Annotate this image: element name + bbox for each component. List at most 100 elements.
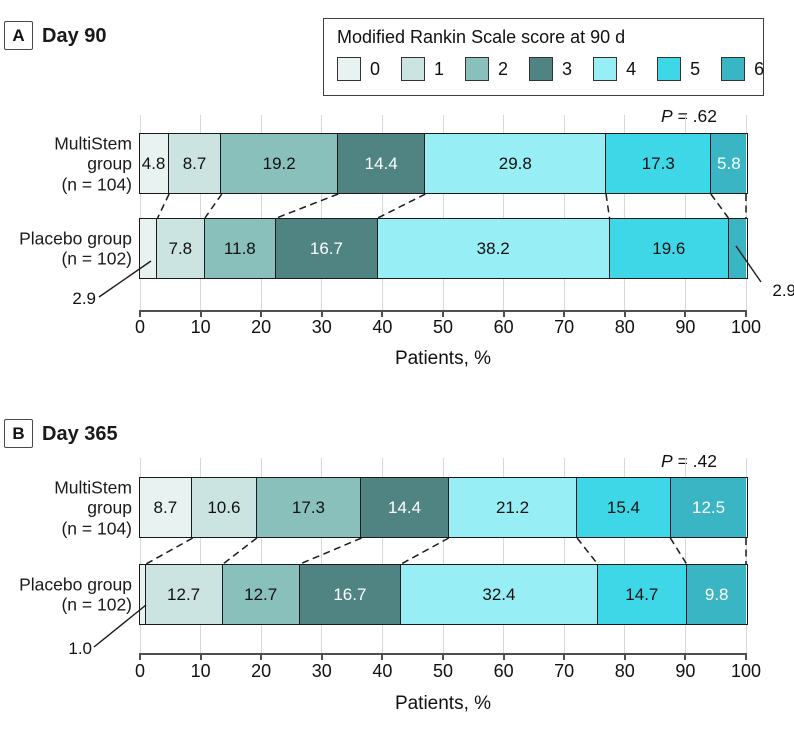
tick-label-50: 50	[432, 317, 454, 337]
gridline-20	[260, 115, 262, 310]
segment-value: 16.7	[333, 584, 367, 604]
tick-40	[381, 654, 384, 660]
tick-30	[320, 654, 323, 660]
segment-score-1: 10.6	[192, 478, 257, 537]
tick-20	[260, 311, 263, 317]
gridline-80	[624, 115, 626, 310]
panel-b-p-value: P = .42	[540, 451, 717, 472]
p-value-text: = .42	[672, 451, 717, 471]
segment-score-2: 19.2	[221, 134, 338, 193]
segment-score-5: 19.6	[609, 219, 729, 278]
tick-label-90: 90	[675, 317, 696, 337]
tick-30	[320, 311, 323, 317]
tick-label-20: 20	[251, 317, 272, 337]
tick-label-10: 10	[190, 661, 211, 681]
segment-score-1: 12.7	[145, 565, 223, 624]
callout-value: 1.0	[68, 639, 92, 658]
gridline-70	[563, 115, 565, 310]
panel-b-title: Day 365	[42, 423, 118, 445]
panel-a-title: Day 90	[42, 25, 107, 47]
tick-label-30: 30	[311, 661, 332, 681]
tick-label-70: 70	[554, 661, 575, 681]
segment-score-0	[139, 565, 146, 624]
segment-score-6: 9.8	[686, 565, 747, 624]
segment-value: 19.2	[262, 153, 296, 173]
segment-score-0	[139, 219, 158, 278]
segment-score-2: 17.3	[256, 478, 362, 537]
segment-score-1: 7.8	[157, 219, 205, 278]
segment-value: 8.7	[153, 497, 178, 517]
tick-label-100: 100	[730, 317, 762, 337]
panel-b-badge: B	[4, 419, 33, 448]
p-italic: P	[661, 451, 673, 471]
tick-label-30: 30	[311, 317, 332, 337]
segment-score-4: 29.8	[425, 134, 607, 193]
legend-swatch-score-6	[721, 57, 746, 81]
gridline-50	[442, 115, 444, 310]
segment-value: 19.6	[652, 238, 686, 258]
legend-item-score-2: 2	[465, 57, 508, 81]
tick-80	[623, 311, 626, 317]
segment-value: 4.8	[141, 153, 166, 173]
tick-label-40: 40	[372, 661, 393, 681]
tick-label-40: 40	[372, 317, 393, 337]
segment-value: 9.8	[704, 584, 729, 604]
segment-score-5: 17.3	[606, 134, 712, 193]
tick-10	[199, 654, 202, 660]
x-axis-line	[139, 653, 747, 655]
segment-score-4: 32.4	[401, 565, 598, 624]
segment-value: 11.8	[223, 238, 256, 258]
tick-70	[563, 311, 566, 317]
tick-label-70: 70	[554, 317, 575, 337]
tick-label-0: 0	[134, 317, 145, 337]
panel-a-label-placebo: Placebo group (n = 102)	[19, 228, 132, 269]
callout-value: 2.9	[72, 289, 96, 308]
tick-50	[442, 654, 444, 660]
segment-value: 10.6	[207, 497, 241, 517]
tick-60	[502, 654, 505, 660]
gridline-10	[200, 115, 202, 310]
connector-after-score-2	[299, 537, 362, 565]
connector-after-score-0	[145, 537, 194, 565]
segment-score-4: 21.2	[448, 478, 578, 537]
gridline-80	[624, 458, 626, 653]
segment-value: 14.7	[625, 584, 659, 604]
gridline-60	[503, 458, 505, 653]
connector-after-score-4	[605, 193, 611, 219]
legend-item-score-0: 0	[337, 57, 380, 81]
tick-label-100: 100	[730, 661, 762, 681]
segment-score-6	[728, 219, 747, 278]
legend-title: Modified Rankin Scale score at 90 d	[337, 27, 626, 47]
tick-label-80: 80	[614, 661, 635, 681]
tick-90	[684, 311, 687, 317]
tick-70	[563, 654, 566, 660]
legend-label-score-6: 6	[754, 58, 765, 79]
x-axis-line	[139, 310, 747, 312]
segment-value: 8.7	[182, 153, 207, 173]
connector-after-score-2	[276, 193, 339, 219]
stacked-bar-Placebo group (n = 102): 7.8 11.8 16.7 38.2 19.6	[138, 218, 748, 279]
legend-swatch-score-0	[337, 57, 361, 81]
stacked-bar-MultiStem group (n = 104): 4.8 8.7 19.2 14.4 29.8 17.3 5.8	[138, 133, 748, 194]
tick-label-50: 50	[432, 661, 454, 681]
segment-value: 15.4	[606, 497, 640, 517]
connector-after-score-4	[576, 537, 599, 565]
gridline-0	[139, 115, 141, 310]
tick-80	[623, 654, 626, 660]
legend-label-score-1: 1	[434, 58, 445, 79]
tick-90	[684, 654, 687, 660]
tick-label-20: 20	[251, 661, 272, 681]
panel-b-label-multistem: MultiStem group (n = 104)	[54, 477, 132, 539]
legend-item-score-6: 6	[721, 57, 764, 81]
connector-after-score-1	[204, 193, 223, 219]
legend-swatch-score-1	[401, 57, 426, 81]
gridline-60	[503, 115, 505, 310]
legend-label-score-0: 0	[370, 58, 381, 79]
segment-value: 21.2	[495, 497, 530, 517]
segment-value: 12.7	[167, 584, 201, 604]
segment-value: 17.3	[291, 497, 325, 517]
segment-value: 16.7	[309, 238, 343, 258]
segment-value: 17.3	[641, 153, 675, 173]
panel-a-badge: A	[4, 21, 33, 50]
